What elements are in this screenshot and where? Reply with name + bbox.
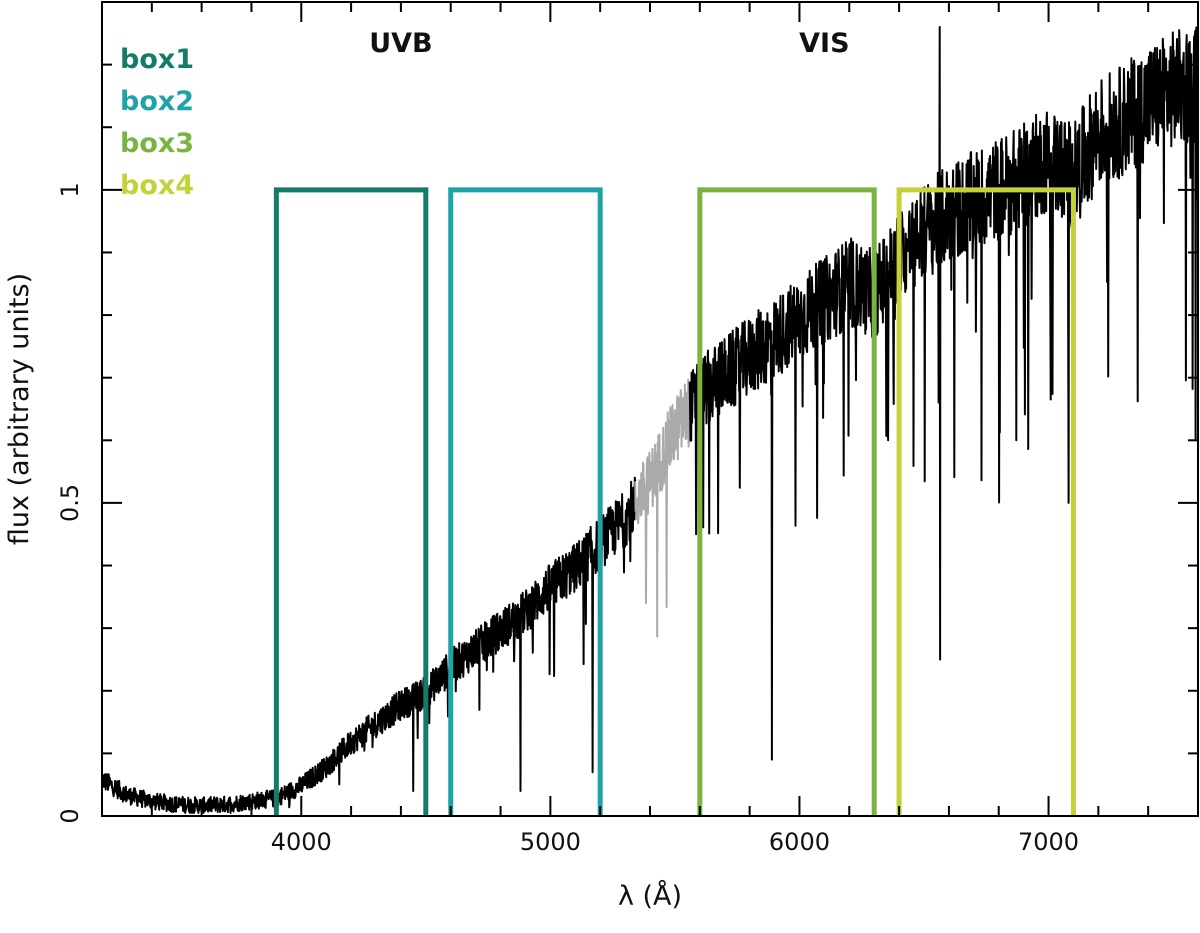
spectrum-series [101, 26, 1199, 814]
labels: λ (Å) flux (arbitrary units) [4, 273, 682, 912]
ticks: 4000 5000 6000 7000 0 0.5 1 [56, 1, 1199, 856]
box-outline-4 [896, 187, 1076, 816]
spectrum-line-vis [688, 26, 1199, 761]
spectrum-line-uvb [101, 476, 637, 814]
box-outline-1 [273, 187, 429, 816]
legend-entry-3: box3 [120, 128, 194, 159]
x-tick-label: 4000 [271, 828, 332, 856]
spectrum-line-gap [634, 378, 691, 638]
arm-label-uvb: UVB [369, 28, 432, 59]
x-tick-label: 7000 [1018, 828, 1079, 856]
legend-entry-4: box4 [120, 170, 194, 201]
arm-label-vis: VIS [799, 28, 849, 59]
legend-entry-1: box1 [120, 44, 194, 75]
legend-entry-2: box2 [120, 86, 194, 117]
y-tick-label: 1 [56, 182, 84, 197]
y-tick-label: 0.5 [56, 484, 84, 522]
x-tick-label: 5000 [520, 828, 581, 856]
y-axis-label: flux (arbitrary units) [4, 273, 35, 545]
x-axis-label: λ (Å) [618, 880, 682, 912]
box-legend: box1 box2 box3 box4 [120, 44, 194, 201]
box-series [273, 187, 1076, 816]
box-outline-2 [448, 187, 603, 816]
x-tick-label: 6000 [769, 828, 830, 856]
box-outline-3 [697, 187, 877, 816]
y-tick-label: 0 [56, 808, 84, 823]
arm-labels: UVB VIS [369, 28, 849, 59]
